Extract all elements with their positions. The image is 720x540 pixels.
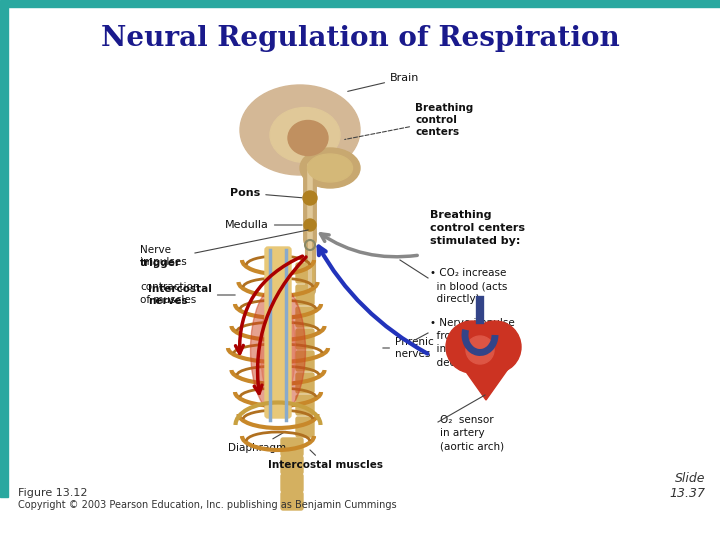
FancyBboxPatch shape [265,247,291,418]
Circle shape [304,219,316,231]
Circle shape [303,191,317,205]
Ellipse shape [300,148,360,188]
Text: contraction
of muscles: contraction of muscles [140,270,199,305]
Circle shape [446,321,498,373]
Text: Neural Regulation of Respiration: Neural Regulation of Respiration [101,24,619,51]
Text: O₂  sensor
in artery
(aortic arch): O₂ sensor in artery (aortic arch) [440,415,504,451]
FancyBboxPatch shape [296,395,314,415]
FancyBboxPatch shape [281,492,303,510]
Bar [0,7,8,497]
Circle shape [466,336,494,364]
Text: Slide
13.37: Slide 13.37 [669,472,705,500]
Text: Copyright © 2003 Pearson Education, Inc. publishing as Benjamin Cummings: Copyright © 2003 Pearson Education, Inc.… [18,500,397,510]
Text: Brain: Brain [348,73,419,91]
Text: Phrenic
nerves: Phrenic nerves [383,337,433,359]
Text: Intercostal
nerves: Intercostal nerves [148,284,235,306]
Polygon shape [452,352,520,400]
Text: Diaphragm: Diaphragm [228,431,286,453]
Text: Pons: Pons [230,188,302,198]
FancyBboxPatch shape [296,351,314,371]
Text: Figure 13.12: Figure 13.12 [18,488,88,498]
Ellipse shape [270,107,340,163]
Ellipse shape [288,120,328,156]
FancyArrowPatch shape [254,257,306,394]
Ellipse shape [261,295,295,405]
FancyBboxPatch shape [281,438,303,456]
Ellipse shape [307,154,353,182]
FancyBboxPatch shape [296,307,314,327]
FancyArrowPatch shape [318,247,428,354]
Bar [0,0,720,7]
Text: trigger: trigger [140,258,181,268]
FancyBboxPatch shape [296,417,314,437]
FancyArrowPatch shape [235,256,302,353]
Text: • CO₂ increase
  in blood (acts
  directly): • CO₂ increase in blood (acts directly) [430,268,508,305]
FancyBboxPatch shape [296,329,314,349]
FancyBboxPatch shape [296,263,314,283]
FancyBboxPatch shape [281,474,303,492]
Text: Breathing
control centers
stimulated by:: Breathing control centers stimulated by: [430,210,525,246]
Text: Nerve
impulses: Nerve impulses [140,245,186,280]
Text: Medulla: Medulla [225,220,302,230]
Ellipse shape [251,285,305,415]
FancyArrowPatch shape [320,234,418,257]
FancyBboxPatch shape [296,285,314,305]
Text: Breathing
control
centers: Breathing control centers [345,103,473,139]
FancyBboxPatch shape [281,456,303,474]
Text: • Nerve impulse
  from O₂ sensor
  indicating O₂
  decrease: • Nerve impulse from O₂ sensor indicatin… [430,318,515,368]
Circle shape [469,321,521,373]
FancyBboxPatch shape [296,373,314,393]
Ellipse shape [240,85,360,175]
Text: Intercostal muscles: Intercostal muscles [268,450,383,470]
